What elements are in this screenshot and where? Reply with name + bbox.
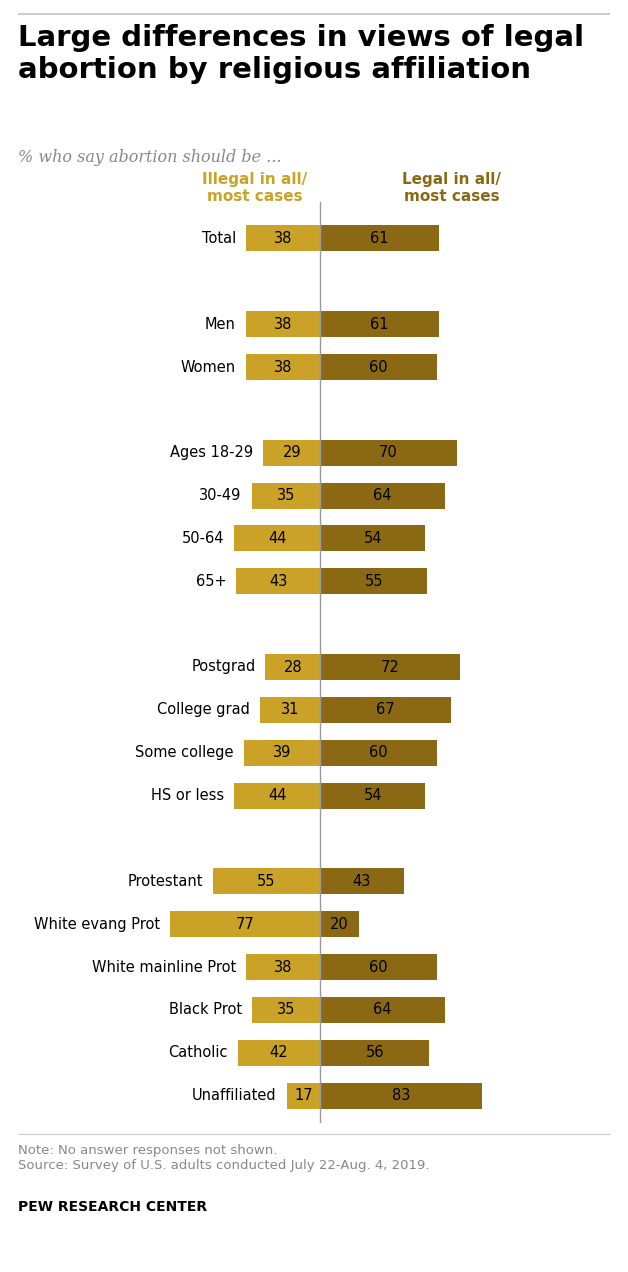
Text: 42: 42 (270, 1046, 288, 1061)
Text: Note: No answer responses not shown.
Source: Survey of U.S. adults conducted Jul: Note: No answer responses not shown. Sou… (18, 1144, 430, 1172)
Bar (238, 1039, 320, 1066)
Text: 38: 38 (274, 360, 292, 374)
Text: Women: Women (181, 360, 236, 374)
Text: 83: 83 (392, 1088, 410, 1103)
Bar (246, 312, 320, 337)
Text: Ages 18-29: Ages 18-29 (170, 445, 254, 460)
Bar (320, 440, 457, 466)
Text: Catholic: Catholic (168, 1046, 228, 1061)
Bar (287, 1082, 320, 1109)
Bar (259, 697, 320, 722)
Bar (320, 482, 445, 509)
Text: 44: 44 (268, 789, 286, 803)
Text: PEW RESEARCH CENTER: PEW RESEARCH CENTER (18, 1199, 207, 1213)
Text: Large differences in views of legal
abortion by religious affiliation: Large differences in views of legal abor… (18, 24, 584, 84)
Bar (320, 354, 437, 380)
Text: 39: 39 (273, 745, 291, 761)
Text: 54: 54 (364, 530, 382, 546)
Text: 54: 54 (364, 789, 382, 803)
Bar (170, 911, 320, 937)
Bar (320, 312, 439, 337)
Text: % who say abortion should be ...: % who say abortion should be ... (18, 149, 281, 167)
Bar (246, 954, 320, 979)
Text: 67: 67 (376, 702, 394, 717)
Bar (246, 354, 320, 380)
Bar (320, 1039, 429, 1066)
Bar (320, 225, 439, 252)
Text: 43: 43 (269, 574, 287, 589)
Text: 56: 56 (365, 1046, 384, 1061)
Text: 38: 38 (274, 959, 292, 974)
Bar (320, 911, 359, 937)
Text: White evang Prot: White evang Prot (34, 917, 160, 931)
Text: 64: 64 (373, 488, 392, 502)
Bar (320, 954, 437, 979)
Text: HS or less: HS or less (151, 789, 224, 803)
Bar (244, 740, 320, 766)
Text: Some college: Some college (136, 745, 234, 761)
Bar (264, 440, 320, 466)
Text: 55: 55 (364, 574, 383, 589)
Text: 31: 31 (281, 702, 299, 717)
Text: 20: 20 (330, 917, 349, 931)
Text: Black Prot: Black Prot (169, 1002, 242, 1018)
Text: 65+: 65+ (195, 574, 226, 589)
Text: 30-49: 30-49 (199, 488, 242, 502)
Text: 77: 77 (236, 917, 254, 931)
Bar (234, 525, 320, 552)
Text: 17: 17 (294, 1088, 313, 1103)
Text: Illegal in all/
most cases: Illegal in all/ most cases (202, 172, 308, 205)
Text: 55: 55 (257, 874, 276, 889)
Text: Legal in all/
most cases: Legal in all/ most cases (403, 172, 502, 205)
Text: 61: 61 (371, 232, 389, 245)
Text: 35: 35 (277, 488, 295, 502)
Text: 64: 64 (373, 1002, 392, 1018)
Text: White mainline Prot: White mainline Prot (92, 959, 236, 974)
Bar (320, 782, 425, 809)
Text: Men: Men (205, 317, 236, 332)
Text: 29: 29 (283, 445, 301, 460)
Text: 28: 28 (283, 659, 302, 674)
Bar (246, 225, 320, 252)
Bar (252, 997, 320, 1023)
Bar (213, 869, 320, 894)
Bar (252, 482, 320, 509)
Bar (234, 782, 320, 809)
Bar (320, 569, 427, 594)
Bar (320, 997, 445, 1023)
Bar (320, 740, 437, 766)
Text: 60: 60 (369, 959, 388, 974)
Text: Total: Total (202, 232, 236, 245)
Bar (320, 654, 460, 681)
Text: 50-64: 50-64 (181, 530, 224, 546)
Text: Postgrad: Postgrad (191, 659, 256, 674)
Text: 70: 70 (379, 445, 398, 460)
Text: 43: 43 (353, 874, 371, 889)
Bar (320, 869, 404, 894)
Text: 72: 72 (381, 659, 399, 674)
Text: 60: 60 (369, 360, 388, 374)
Bar (266, 654, 320, 681)
Text: 38: 38 (274, 317, 292, 332)
Text: 60: 60 (369, 745, 388, 761)
Text: 35: 35 (277, 1002, 295, 1018)
Bar (320, 1082, 482, 1109)
Text: Protestant: Protestant (127, 874, 203, 889)
Text: 38: 38 (274, 232, 292, 245)
Text: 44: 44 (268, 530, 286, 546)
Bar (236, 569, 320, 594)
Text: 61: 61 (371, 317, 389, 332)
Text: College grad: College grad (156, 702, 249, 717)
Text: Unaffiliated: Unaffiliated (192, 1088, 277, 1103)
Bar (320, 697, 451, 722)
Bar (320, 525, 425, 552)
